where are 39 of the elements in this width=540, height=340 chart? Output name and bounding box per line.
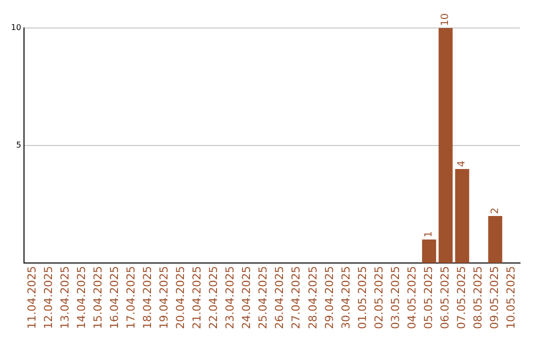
x-tick-label: 20.04.2025 [174, 266, 188, 330]
x-tick-label: 18.04.2025 [140, 266, 154, 330]
x-tick-label: 09.05.2025 [488, 266, 502, 330]
bar [438, 28, 453, 264]
x-tick-label: 28.04.2025 [306, 266, 320, 330]
x-tick-label: 08.05.2025 [472, 266, 485, 330]
data-label: 10 [440, 13, 452, 26]
x-tick-label: 07.05.2025 [455, 266, 468, 330]
bar [455, 169, 470, 264]
x-tick-label: 16.04.2025 [108, 266, 121, 330]
x-tick-label: 15.04.2025 [91, 266, 104, 330]
x-tick-label: 23.04.2025 [224, 266, 237, 330]
x-tick-label: 25.04.2025 [256, 266, 270, 330]
bar [422, 240, 436, 264]
x-tick-label: 03.05.2025 [388, 266, 402, 330]
data-label: 2 [490, 208, 501, 214]
x-tick-label: 02.05.2025 [372, 266, 386, 330]
x-tick-label: 21.04.2025 [190, 266, 204, 330]
x-tick-label: 11.04.2025 [25, 266, 38, 330]
x-tick-label: 26.04.2025 [273, 266, 286, 330]
x-tick-label: 01.05.2025 [356, 266, 369, 330]
x-tick-label: 14.04.2025 [74, 266, 88, 330]
data-label: 1 [424, 231, 435, 238]
x-tick-label: 06.05.2025 [438, 266, 452, 330]
x-tick-label: 04.05.2025 [405, 266, 418, 330]
x-tick-label: 19.04.2025 [158, 266, 171, 330]
x-tick-label: 13.04.2025 [58, 266, 72, 330]
data-label: 4 [456, 160, 468, 168]
x-tick-label: 27.04.2025 [290, 266, 303, 330]
x-tick-label: 29.04.2025 [322, 266, 336, 330]
x-tick-label: 05.05.2025 [422, 266, 435, 330]
x-tick-label: 10.05.2025 [504, 266, 518, 330]
x-tick-label: 22.04.2025 [207, 266, 220, 330]
y-tick-label: 5 [16, 140, 22, 150]
x-tick-label: 30.04.2025 [339, 266, 352, 330]
x-tick-label: 24.04.2025 [240, 266, 254, 330]
x-tick-label: 12.04.2025 [42, 266, 55, 330]
bar [488, 216, 502, 264]
x-tick-label: 17.04.2025 [124, 266, 138, 330]
